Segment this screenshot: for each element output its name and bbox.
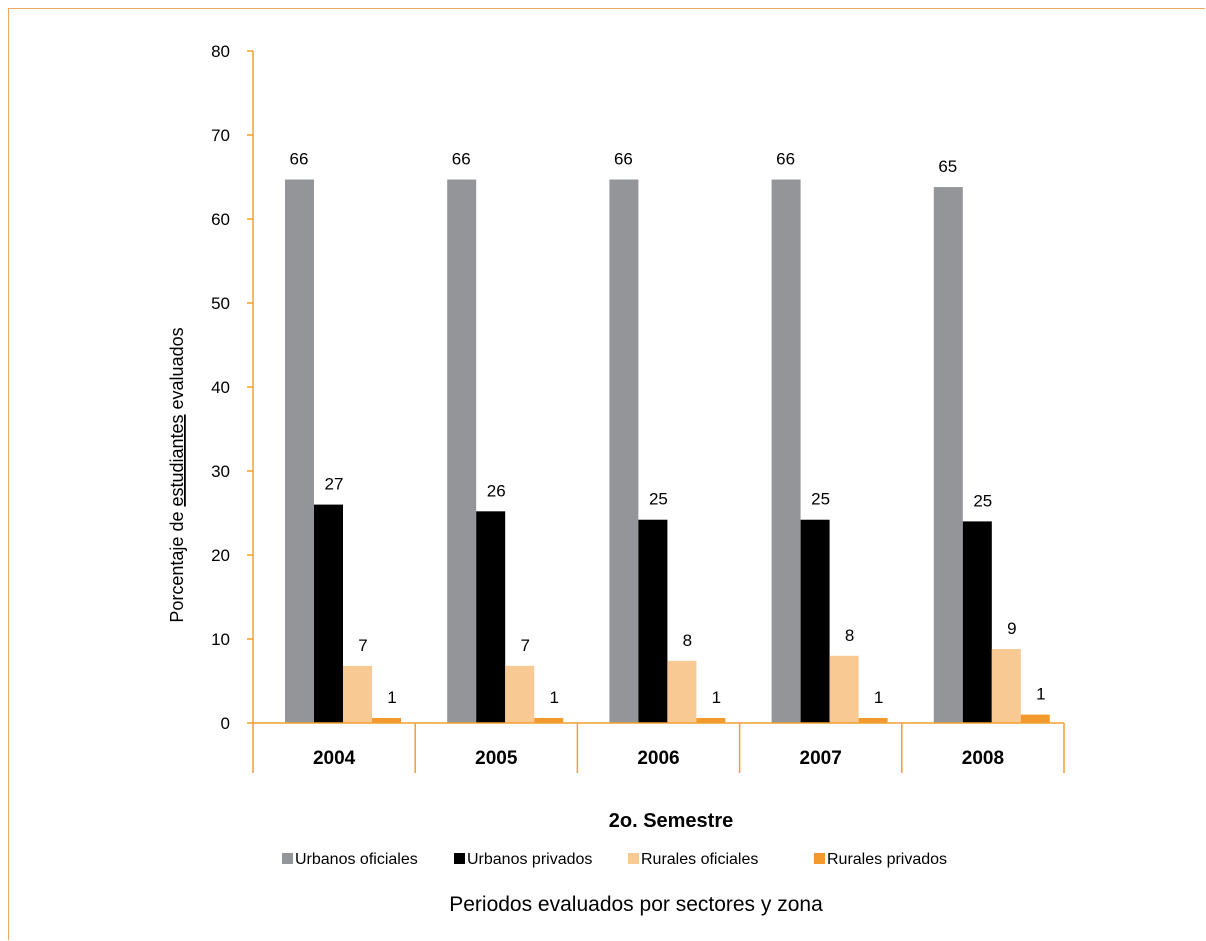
x-tick-label: 2008	[962, 748, 1004, 769]
bar	[534, 717, 564, 723]
bar	[771, 179, 801, 723]
legend: Urbanos oficiales Urbanos privados Rurales…	[282, 851, 947, 868]
x-axis: 2004 2005 2006 2007 2008	[252, 722, 1065, 773]
y-tick-label: 50	[211, 294, 230, 313]
y-tick-label: 30	[211, 462, 230, 481]
bar	[858, 717, 888, 723]
y-axis: 0 10 20 30 40 50 60 70 80	[211, 42, 254, 733]
data-label: 66	[776, 150, 795, 169]
x-tick-label: 2007	[800, 748, 842, 769]
data-label: 8	[683, 631, 692, 650]
data-label: 1	[549, 688, 558, 707]
data-label: 9	[1007, 619, 1016, 638]
bar	[609, 179, 639, 723]
bar	[696, 717, 726, 723]
bar	[505, 665, 535, 723]
bars: 66 66 66 66 65 27 26 25 25 25 7 7 8 8 9 1 1 1 1 1	[285, 150, 1050, 723]
data-label: 25	[649, 490, 668, 509]
x-axis-title: 2o. Semestre	[609, 810, 734, 832]
y-axis-title-part-3: evaluados	[167, 327, 187, 414]
data-label: 27	[325, 475, 344, 494]
bar	[962, 521, 992, 723]
data-label: 1	[874, 688, 883, 707]
bar	[1020, 714, 1050, 723]
data-label: 26	[487, 481, 506, 500]
bar	[829, 655, 859, 723]
chart-frame	[8, 8, 1205, 940]
bar	[667, 660, 697, 723]
data-label: 1	[1036, 685, 1045, 704]
x-tick-label: 2005	[475, 748, 518, 769]
bar	[285, 179, 314, 723]
bar	[933, 187, 963, 723]
data-label: 8	[845, 626, 854, 645]
data-label: 66	[452, 150, 471, 169]
bar	[476, 511, 506, 723]
data-label: 1	[712, 688, 721, 707]
legend-swatch	[454, 853, 465, 864]
y-tick-label: 60	[211, 210, 230, 229]
bar	[343, 665, 372, 723]
data-label: 7	[358, 636, 367, 655]
legend-label: Rurales oficiales	[641, 851, 758, 868]
data-label: 1	[387, 688, 396, 707]
bar	[314, 504, 343, 723]
y-tick-label: 80	[211, 42, 230, 61]
legend-swatch	[814, 853, 825, 864]
y-tick-label: 10	[211, 630, 230, 649]
bar	[447, 179, 477, 723]
data-label: 65	[938, 157, 957, 176]
data-label: 7	[520, 636, 529, 655]
legend-swatch	[282, 853, 293, 864]
y-axis-title-part-2: estudiantes	[167, 414, 187, 506]
data-label: 25	[811, 490, 830, 509]
bar	[800, 519, 830, 723]
bar	[638, 519, 668, 723]
y-tick-label: 0	[221, 714, 230, 733]
y-axis-title: Porcentaje de estudiantes evaluados	[167, 327, 187, 622]
bar	[991, 649, 1021, 723]
legend-swatch	[628, 853, 639, 864]
y-tick-label: 40	[211, 378, 230, 397]
legend-label: Rurales privados	[827, 851, 947, 868]
footer-caption: Periodos evaluados por sectores y zona	[449, 893, 823, 916]
y-tick-label: 70	[211, 126, 230, 145]
data-label: 66	[290, 150, 309, 169]
legend-label: Urbanos privados	[467, 851, 592, 868]
x-tick-label: 2004	[313, 748, 356, 769]
x-tick-label: 2006	[637, 748, 679, 769]
bar	[372, 717, 401, 723]
y-axis-title-part-1: Porcentaje de	[167, 507, 187, 623]
y-tick-label: 20	[211, 546, 230, 565]
legend-label: Urbanos oficiales	[295, 851, 418, 868]
data-label: 66	[614, 150, 633, 169]
data-label: 25	[973, 491, 992, 510]
